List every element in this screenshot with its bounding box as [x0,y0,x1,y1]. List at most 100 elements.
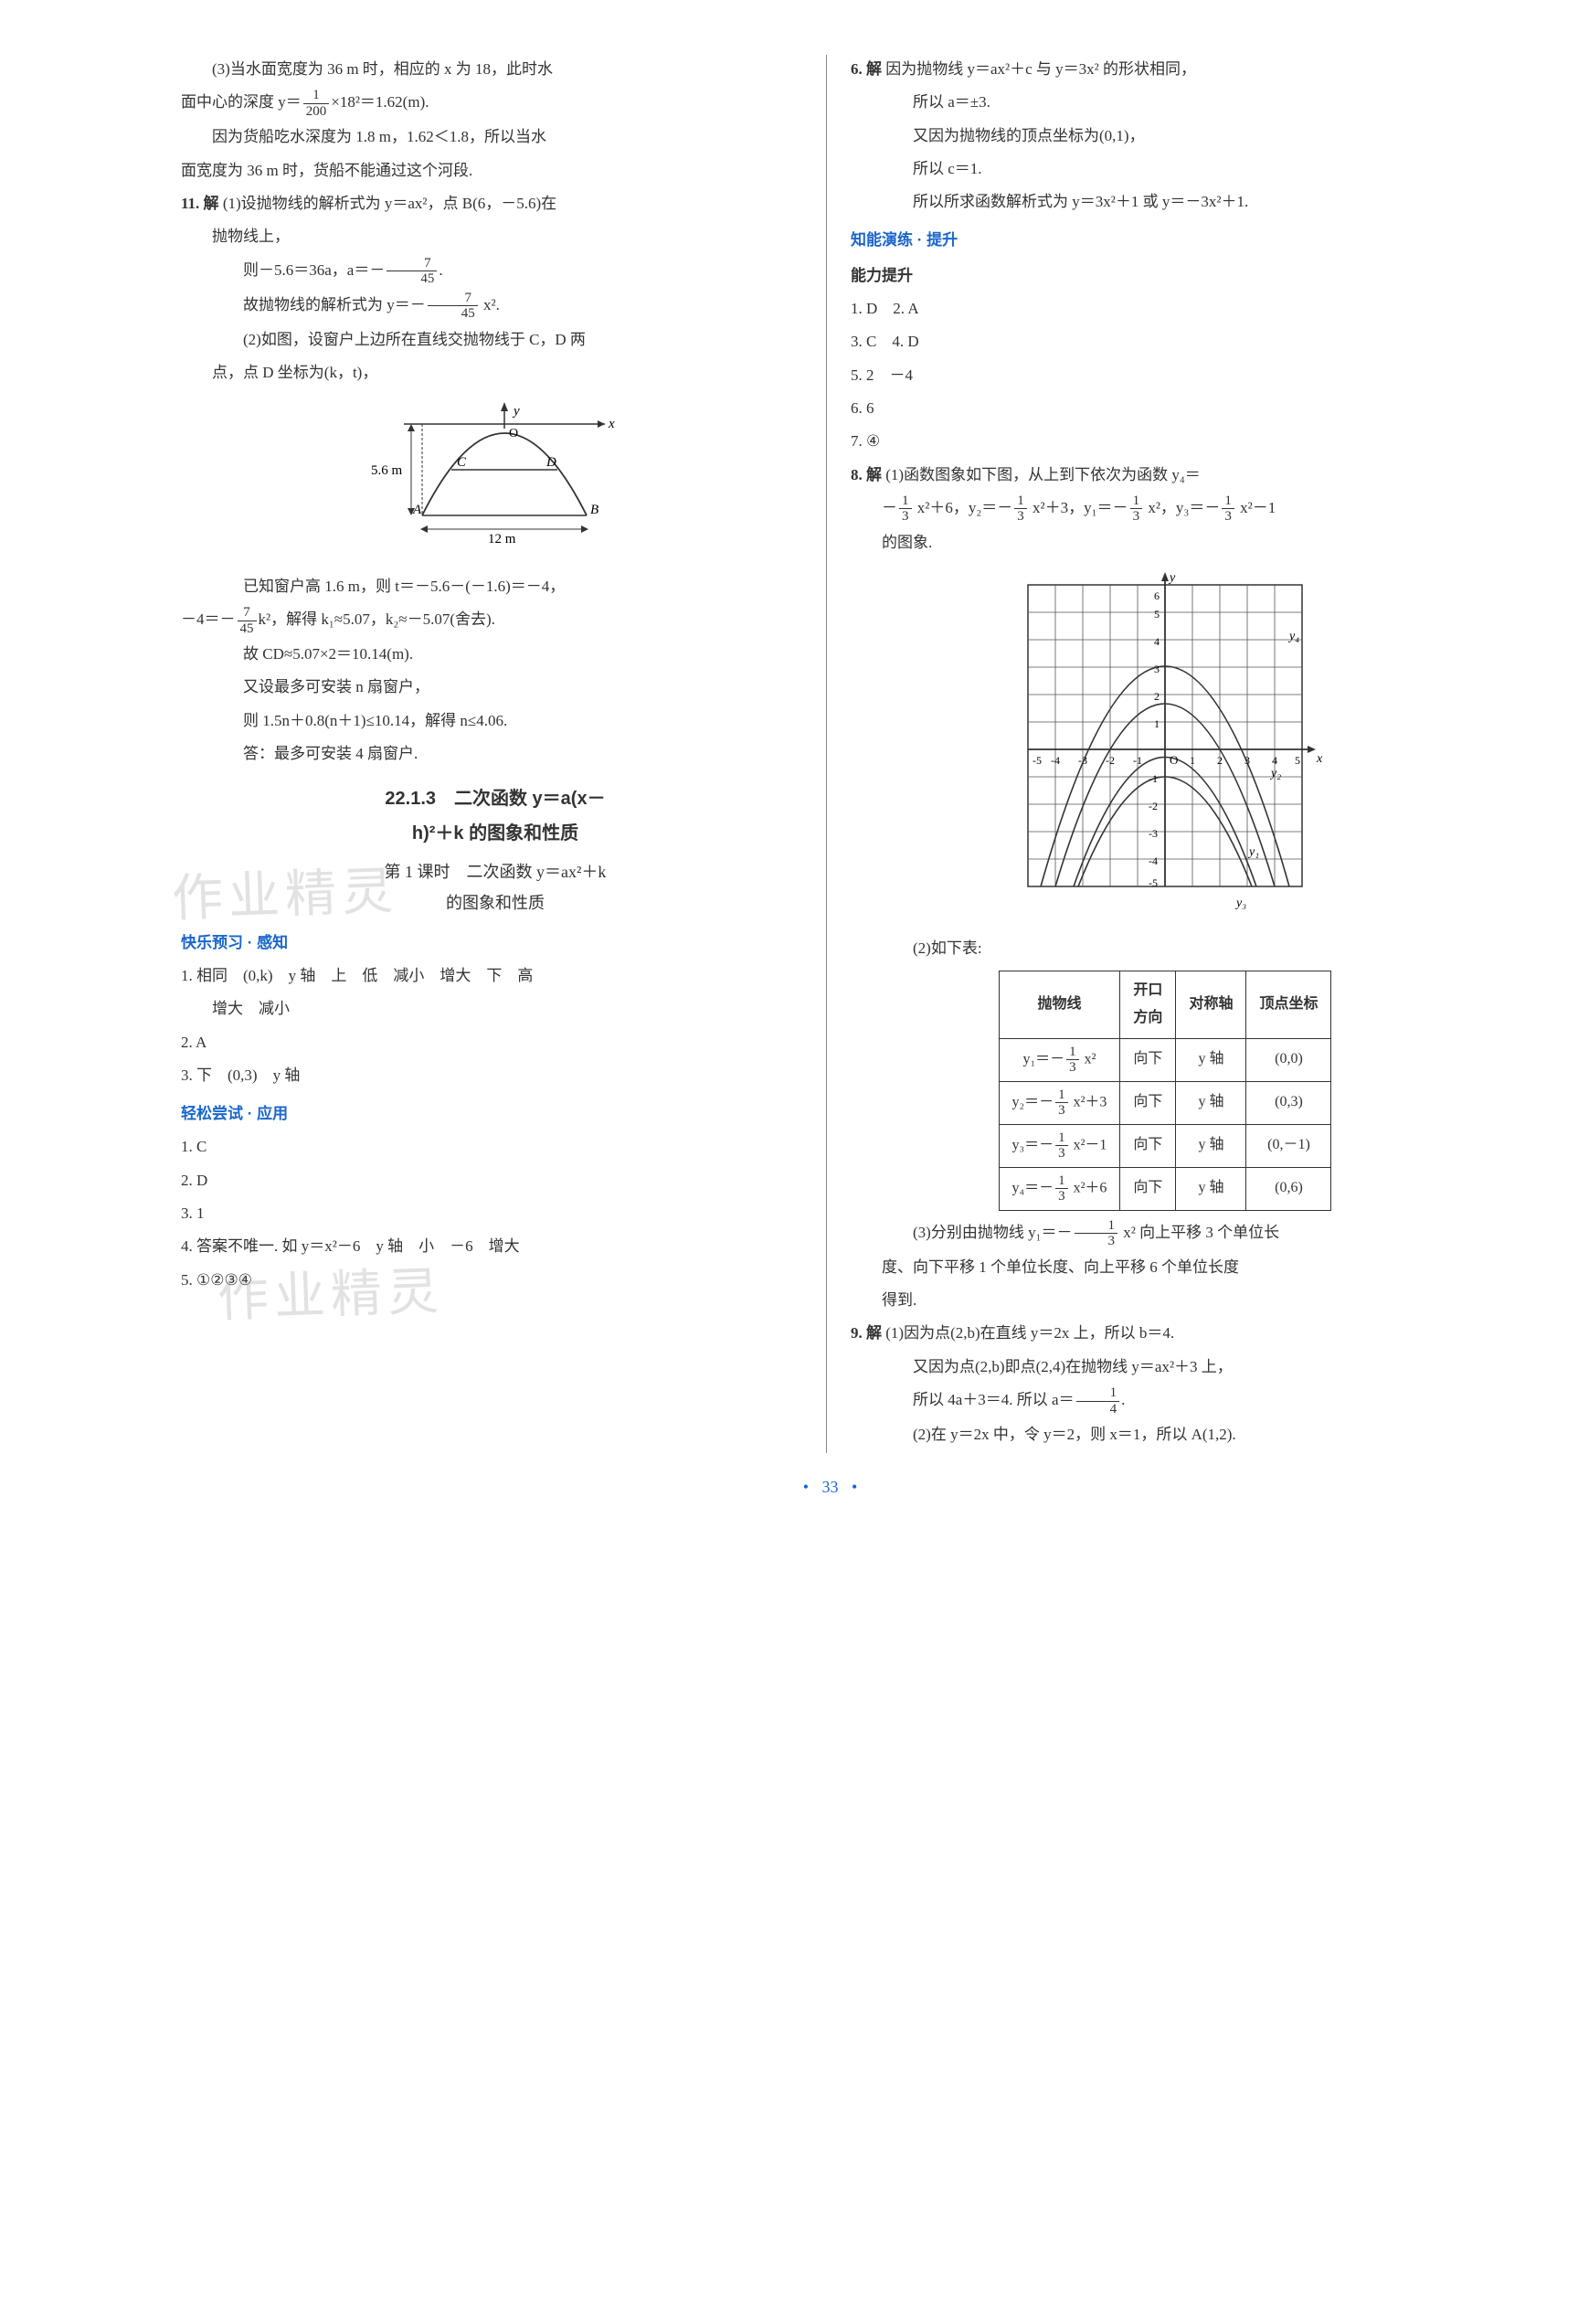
item-label: 9. 解 [851,1324,882,1342]
text: (1)因为点(2,b)在直线 y＝2x 上，所以 b＝4. [885,1324,1174,1342]
text-line: 答：最多可安装 4 扇窗户. [181,739,810,769]
table-cell: 向下 [1120,1167,1176,1210]
text-line: (3)当水面宽度为 36 m 时，相应的 x 为 18，此时水 [181,55,810,84]
text-line: 所以 a＝±3. [851,88,1479,117]
svg-text:-5: -5 [1033,754,1042,767]
table-header: 对称轴 [1176,971,1246,1038]
text-line: 所以所求函数解析式为 y＝3x²＋1 或 y＝－3x²＋1. [851,187,1479,217]
section-header-skill: 知能演练 · 提升 [851,226,1479,255]
svg-text:4: 4 [1272,754,1277,767]
fraction: 13 [1075,1218,1118,1249]
table-cell: y 轴 [1176,1081,1246,1124]
page-number: • 33 • [164,1471,1496,1502]
table-cell: (0,－1) [1246,1124,1331,1167]
text-line: 则 1.5n＋0.8(n＋1)≤10.14，解得 n≤4.06. [181,706,810,736]
text-line: 得到. [851,1286,1479,1315]
text-line: 又因为抛物线的顶点坐标为(0,1)， [851,122,1479,151]
problem-6: 6. 解 因为抛物线 y＝ax²＋c 与 y＝3x² 的形状相同， [851,55,1479,84]
text-line: －4＝－745k²，解得 k₁≈5.07，k₂≈－5.07(舍去). [181,605,810,636]
bullet-icon: • [852,1478,857,1496]
svg-text:-4: -4 [1051,754,1060,767]
width-label: 12 m [488,532,516,547]
problem-9: 9. 解 (1)因为点(2,b)在直线 y＝2x 上，所以 b＝4. [851,1319,1479,1348]
svg-text:y₃: y₃ [1234,897,1246,910]
table-cell: (0,6) [1246,1167,1331,1210]
svg-text:y₂: y₂ [1269,767,1281,780]
text: x². [480,296,500,313]
svg-text:-1: -1 [1149,772,1158,785]
svg-text:O: O [1170,753,1178,767]
svg-text:-4: -4 [1149,854,1158,867]
text-line: (2)如图，设窗户上边所在直线交抛物线于 C，D 两 [181,325,810,355]
item-label: 6. 解 [851,60,882,78]
text: ×18²＝1.62(m). [331,93,429,111]
text-line: 所以 c＝1. [851,154,1479,184]
text: 则－5.6＝36a，a＝－ [243,261,385,279]
figure-parabola-window: y x O 5.6 m C D A B 12 m [181,397,810,562]
text-line: 度、向下平移 1 个单位长度、向上平移 6 个单位长度 [851,1253,1479,1282]
section-title: 22.1.3 二次函数 y＝a(x－ h)²＋k 的图象和性质 [181,781,810,851]
fraction: 13 [1222,493,1234,525]
problem-11: 11. 解 (1)设抛物线的解析式为 y＝ax²，点 B(6，－5.6)在 [181,189,810,218]
answer-line: 1. 相同 (0,k) y 轴 上 低 减小 增大 下 高 [181,961,810,991]
text: x²＋3，y₁＝－ [1029,499,1128,516]
table-cell: y₄＝－13 x²＋6 [999,1167,1120,1210]
figure-parabola-family: y x O -5-4 -3-2 -1 12 34 5 65 43 21 -1-2… [851,567,1479,924]
text-line: (3)分别由抛物线 y₁＝－13 x² 向上平移 3 个单位长 [851,1218,1479,1249]
svg-text:5: 5 [1154,608,1160,621]
page-number-value: 33 [822,1478,839,1496]
point-c: C [457,455,467,470]
section-header-try: 轻松尝试 · 应用 [181,1099,810,1129]
text: x²，y₃＝－ [1144,499,1220,516]
answer-line: 6. 6 [851,394,1479,423]
svg-text:1: 1 [1190,754,1195,767]
svg-text:-1: -1 [1133,754,1142,767]
table-header-row: 抛物线 开口方向 对称轴 顶点坐标 [999,971,1331,1038]
answer-line: 5. ①②③④ 作业精灵 [181,1266,810,1295]
table-header: 顶点坐标 [1246,971,1331,1038]
text: . [1121,1391,1125,1408]
section-header-preview: 快乐预习 · 感知 [181,929,810,958]
text-line: －13 x²＋6，y₂＝－13 x²＋3，y₁＝－13 x²，y₃＝－13 x²… [851,493,1479,525]
text-line: 又因为点(2,b)即点(2,4)在抛物线 y＝ax²＋3 上， [851,1353,1479,1382]
text-line: 故抛物线的解析式为 y＝－745 x². [181,291,810,322]
svg-text:y: y [1168,571,1176,585]
text-line: (2)如下表: [851,934,1479,963]
text: － [882,499,897,516]
lesson-title: 第 1 课时 二次函数 y＝ax²＋k 的图象和性质 作业精灵 [181,856,810,918]
fraction: 745 [238,605,257,636]
text-line: 抛物线上， [181,222,810,251]
text: 因为抛物线 y＝ax²＋c 与 y＝3x² 的形状相同， [885,60,1196,78]
svg-text:-5: -5 [1149,876,1158,889]
svg-text:3: 3 [1154,663,1160,675]
fraction: 745 [428,291,478,322]
text-line: 面宽度为 36 m 时，货船不能通过这个河段. [181,156,810,186]
text: 的图象和性质 [446,894,545,912]
text-line: 所以 4a＋3＝4. 所以 a＝14. [851,1385,1479,1417]
table-cell: y 轴 [1176,1167,1246,1210]
text: 面中心的深度 y＝ [181,93,302,111]
svg-text:2: 2 [1154,690,1160,703]
right-column: 6. 解 因为抛物线 y＝ax²＋c 与 y＝3x² 的形状相同， 所以 a＝±… [827,55,1496,1453]
point-d: D [545,455,556,470]
answer-line: 1. C [181,1132,810,1162]
text-line: 面中心的深度 y＝1200×18²＝1.62(m). [181,88,810,119]
text: 第 1 课时 二次函数 y＝ax²＋k [385,863,607,881]
text: k²，解得 k₁≈5.07，k₂≈－5.07(舍去). [259,610,495,628]
text: 故抛物线的解析式为 y＝－ [243,296,426,313]
answer-line: 5. 2 －4 [851,361,1479,390]
table-header: 抛物线 [999,971,1120,1038]
svg-text:x: x [1316,752,1323,766]
table-cell: 向下 [1120,1124,1176,1167]
item-label: 11. 解 [181,195,219,212]
sub-header-ability: 能力提升 [851,261,1479,291]
table-cell: y₁＝－13 x² [999,1038,1120,1081]
svg-text:4: 4 [1154,635,1160,648]
table-cell: (0,0) [1246,1038,1331,1081]
text-line: 点，点 D 坐标为(k，t)， [181,358,810,387]
height-label: 5.6 m [371,463,403,478]
axis-y-label: y [512,404,520,419]
text: (1)函数图象如下图，从上到下依次为函数 y₄＝ [885,466,1201,483]
text: 所以 4a＋3＝4. 所以 a＝ [913,1391,1075,1408]
axis-x-label: x [608,417,615,431]
